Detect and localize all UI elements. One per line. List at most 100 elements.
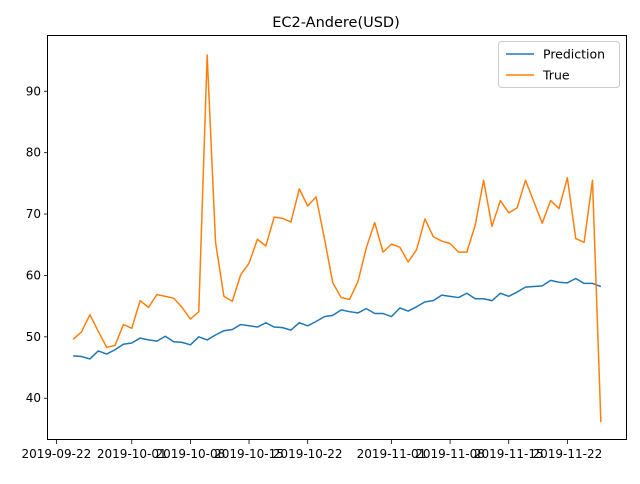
chart-title: EC2-Andere(USD) (272, 15, 400, 31)
data-point-prediction (264, 321, 267, 324)
data-point-prediction (440, 294, 443, 297)
x-tick-label: 2019-11-08 (415, 447, 485, 461)
data-point-true (398, 246, 401, 249)
series-line-prediction (73, 277, 602, 360)
data-point-true (105, 346, 108, 349)
y-tick-label: 60 (26, 268, 41, 282)
data-point-prediction (356, 311, 359, 314)
data-point-true (457, 251, 460, 254)
data-point-prediction (365, 307, 368, 310)
data-point-prediction (382, 312, 385, 315)
data-point-prediction (532, 285, 535, 288)
data-point-prediction (197, 335, 200, 338)
data-point-prediction (164, 335, 167, 338)
y-tick-label: 70 (26, 207, 41, 221)
data-point-prediction (415, 305, 418, 308)
legend-label: Prediction (543, 47, 605, 62)
data-point-true (122, 323, 125, 326)
data-point-true (474, 224, 477, 227)
data-point-true (365, 246, 368, 249)
data-point-prediction (398, 306, 401, 309)
data-point-prediction (231, 328, 234, 331)
data-point-prediction (549, 279, 552, 282)
data-point-true (449, 242, 452, 245)
data-point-prediction (474, 297, 477, 300)
data-point-prediction (599, 285, 602, 288)
x-tick-label: 2019-11-22 (532, 447, 602, 461)
data-point-true (591, 179, 594, 182)
x-tick-label: 2019-10-22 (273, 447, 343, 461)
data-point-true (340, 296, 343, 299)
data-point-true (574, 237, 577, 240)
data-point-prediction (566, 281, 569, 284)
data-point-prediction (373, 312, 376, 315)
data-point-prediction (499, 292, 502, 295)
data-point-true (139, 299, 142, 302)
data-point-prediction (155, 340, 158, 343)
data-point-true (507, 211, 510, 214)
legend-label: True (542, 68, 570, 83)
data-point-true (222, 295, 225, 298)
legend-box (498, 41, 620, 88)
data-point-true (423, 217, 426, 220)
data-point-true (264, 244, 267, 247)
x-tick-label: 2019-10-08 (156, 447, 226, 461)
data-point-prediction (239, 323, 242, 326)
data-point-true (239, 273, 242, 276)
data-point-prediction (465, 292, 468, 295)
data-point-true (273, 216, 276, 219)
series-line-true (72, 54, 602, 423)
data-point-prediction (516, 291, 519, 294)
data-point-prediction (348, 310, 351, 313)
data-point-prediction (72, 354, 75, 357)
data-point-prediction (206, 338, 209, 341)
x-tick-label: 2019-09-22 (22, 447, 92, 461)
data-point-true (583, 241, 586, 244)
data-point-prediction (583, 282, 586, 285)
x-tick-label: 2019-11-01 (357, 447, 427, 461)
data-point-prediction (88, 357, 91, 360)
data-point-prediction (139, 337, 142, 340)
data-point-prediction (181, 341, 184, 344)
data-point-true (88, 313, 91, 316)
data-point-prediction (298, 321, 301, 324)
data-point-true (189, 318, 192, 321)
data-point-prediction (591, 282, 594, 285)
data-point-prediction (80, 355, 83, 358)
data-point-prediction (490, 299, 493, 302)
data-point-true (490, 225, 493, 228)
data-point-true (97, 330, 100, 333)
data-point-true (323, 237, 326, 240)
y-axis: 40 50 60 70 80 90 (26, 84, 48, 405)
data-point-true (432, 235, 435, 238)
data-point-true (248, 262, 251, 265)
data-point-prediction (130, 341, 133, 344)
data-point-true (114, 344, 117, 347)
data-point-true (549, 199, 552, 202)
data-point-true (206, 54, 209, 57)
data-point-true (541, 222, 544, 225)
data-point-true (482, 179, 485, 182)
data-point-true (516, 206, 519, 209)
data-point-true (382, 251, 385, 254)
data-point-true (566, 176, 569, 179)
data-point-true (155, 293, 158, 296)
data-point-prediction (289, 329, 292, 332)
data-point-prediction (189, 343, 192, 346)
y-tick-label: 80 (26, 146, 41, 160)
data-point-prediction (390, 315, 393, 318)
y-tick-label: 40 (26, 391, 41, 405)
data-point-true (415, 248, 418, 251)
data-point-prediction (281, 326, 284, 329)
legend: Prediction True (498, 41, 620, 88)
data-point-true (72, 338, 75, 341)
y-tick-label: 90 (26, 84, 41, 98)
data-point-true (331, 281, 334, 284)
data-point-prediction (541, 284, 544, 287)
x-tick-label: 2019-11-15 (474, 447, 544, 461)
plot-marks (72, 54, 602, 423)
data-point-prediction (449, 295, 452, 298)
data-point-true (315, 195, 318, 198)
